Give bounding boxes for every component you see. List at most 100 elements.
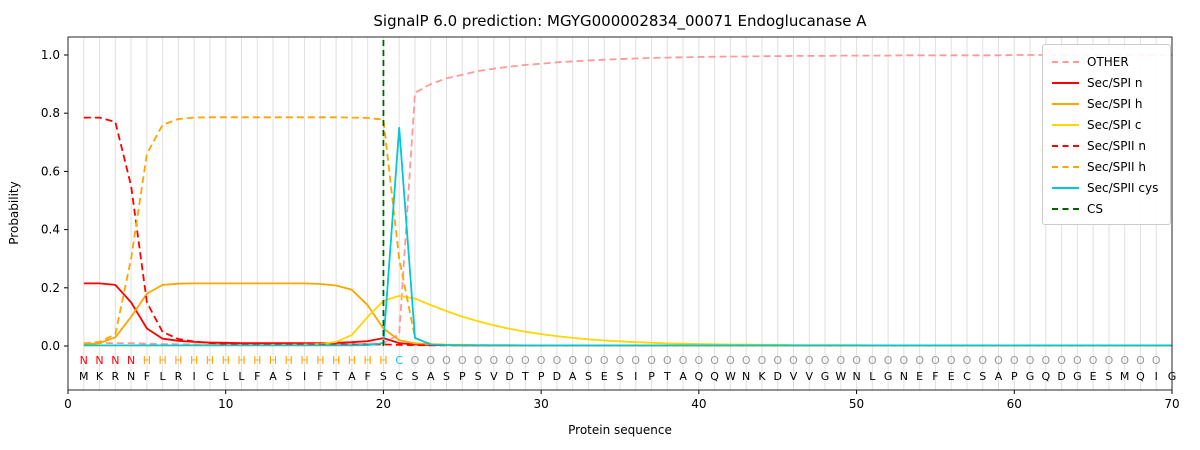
- legend-line-sample: [1052, 60, 1079, 63]
- residue-letter: E: [916, 370, 923, 383]
- region-letter: O: [773, 354, 782, 367]
- region-letter: O: [679, 354, 688, 367]
- legend-label: Sec/SPI h: [1087, 96, 1143, 111]
- region-letter: O: [758, 354, 767, 367]
- residue-letter: M: [1120, 370, 1130, 383]
- region-letter: O: [616, 354, 625, 367]
- region-letter: H: [332, 354, 340, 367]
- residue-letter: V: [790, 370, 798, 383]
- residue-letter: Q: [1041, 370, 1050, 383]
- series-sec-spi-h: [83, 282, 1172, 347]
- residue-letter: A: [348, 370, 356, 383]
- legend-line-sample: [1052, 144, 1079, 147]
- residue-letter: P: [459, 370, 466, 383]
- region-letter: O: [1152, 354, 1161, 367]
- series-sec-spii-n: [83, 116, 1172, 347]
- region-letter: H: [300, 354, 308, 367]
- region-letter: O: [568, 354, 577, 367]
- region-letter: O: [553, 354, 562, 367]
- residue-letter: S: [585, 370, 592, 383]
- legend-entry-sec-spi-c: Sec/SPI c: [1052, 114, 1161, 135]
- legend-label: Sec/SPII h: [1087, 159, 1146, 174]
- residue-letter: L: [238, 370, 245, 383]
- residue-letter: I: [193, 370, 196, 383]
- residue-letter: K: [96, 370, 104, 383]
- region-letter: O: [789, 354, 798, 367]
- y-tick-label: 0.4: [41, 223, 60, 237]
- region-letter: H: [316, 354, 324, 367]
- region-letter: N: [80, 354, 88, 367]
- residue-letter: V: [805, 370, 813, 383]
- region-letter: O: [631, 354, 640, 367]
- legend-label: Sec/SPI n: [1087, 75, 1143, 90]
- residue-letter: S: [475, 370, 482, 383]
- residue-letter: F: [932, 370, 938, 383]
- region-letter: O: [1089, 354, 1098, 367]
- residue-letter: G: [1026, 370, 1035, 383]
- residue-letter: N: [900, 370, 908, 383]
- region-letter: O: [474, 354, 483, 367]
- region-letter: O: [1120, 354, 1129, 367]
- region-letter: N: [95, 354, 103, 367]
- region-letter: H: [269, 354, 277, 367]
- region-letter: O: [1010, 354, 1019, 367]
- residue-letter: D: [553, 370, 561, 383]
- residue-letter: D: [505, 370, 513, 383]
- series-other: [83, 54, 1172, 346]
- region-letter: O: [884, 354, 893, 367]
- x-tick-label: 20: [376, 397, 391, 411]
- series-sec-spii-h: [83, 116, 1172, 347]
- residue-letter: K: [758, 370, 766, 383]
- residue-letter: G: [821, 370, 830, 383]
- legend-label: CS: [1087, 201, 1103, 216]
- residue-letter: S: [285, 370, 292, 383]
- residue-letter: I: [634, 370, 637, 383]
- residue-letter: M: [79, 370, 89, 383]
- region-letter: H: [158, 354, 166, 367]
- residue-letter: S: [443, 370, 450, 383]
- region-letter: H: [364, 354, 372, 367]
- legend-line-sample: [1052, 207, 1079, 210]
- region-letter: O: [710, 354, 719, 367]
- region-letter: O: [442, 354, 451, 367]
- region-letter: O: [742, 354, 751, 367]
- residue-letter: Q: [1136, 370, 1145, 383]
- legend-entry-sec-spii-h: Sec/SPII h: [1052, 156, 1161, 177]
- residue-letter: C: [206, 370, 214, 383]
- residue-letter: L: [160, 370, 167, 383]
- x-tick-label: 70: [1164, 397, 1179, 411]
- region-letter: O: [521, 354, 530, 367]
- series-sec-spii-cys: [83, 126, 1172, 347]
- legend-entry-other: OTHER: [1052, 51, 1161, 72]
- residue-letter: I: [303, 370, 306, 383]
- region-letter: O: [931, 354, 940, 367]
- residue-letter: F: [144, 370, 150, 383]
- region-letter: O: [821, 354, 830, 367]
- legend-line-sample: [1052, 123, 1079, 126]
- region-letter: O: [963, 354, 972, 367]
- region-letter: H: [174, 354, 182, 367]
- residue-letter: T: [663, 370, 671, 383]
- x-tick-label: 0: [64, 397, 72, 411]
- residue-letter: S: [1105, 370, 1112, 383]
- region-letter: O: [505, 354, 514, 367]
- y-tick-label: 0.0: [41, 339, 60, 353]
- region-letter: O: [836, 354, 845, 367]
- legend-entry-cs: CS: [1052, 198, 1161, 219]
- plot-frame: [67, 36, 1173, 391]
- legend-entry-sec-spi-n: Sec/SPI n: [1052, 72, 1161, 93]
- region-letter: O: [978, 354, 987, 367]
- residue-letter: N: [742, 370, 750, 383]
- region-letter: H: [222, 354, 230, 367]
- residue-letter: P: [538, 370, 545, 383]
- residue-letter: W: [725, 370, 736, 383]
- region-letter: O: [1136, 354, 1145, 367]
- residue-letter: D: [773, 370, 781, 383]
- residue-letter: L: [223, 370, 230, 383]
- residue-letter: F: [317, 370, 323, 383]
- y-tick-label: 0.2: [41, 281, 60, 295]
- region-letter: O: [915, 354, 924, 367]
